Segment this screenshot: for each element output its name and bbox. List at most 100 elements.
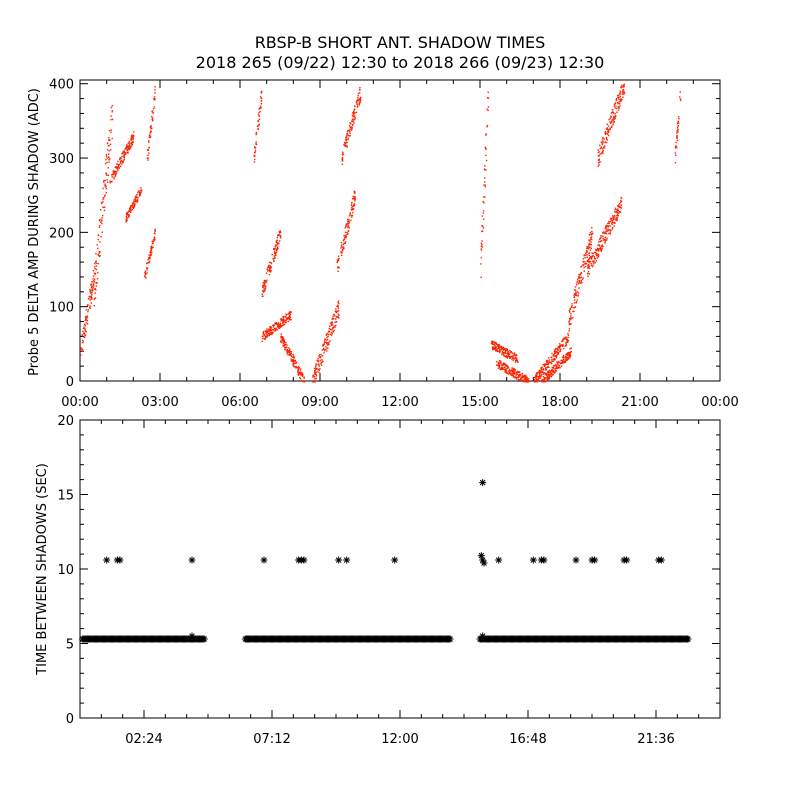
amp-point	[541, 372, 543, 374]
amp-point	[152, 112, 154, 114]
amp-point	[153, 106, 156, 108]
amp-point	[557, 351, 559, 354]
amp-point	[511, 367, 513, 369]
amp-point	[607, 125, 610, 127]
amp-point	[255, 131, 257, 134]
amp-point	[282, 337, 285, 339]
amp-point	[266, 335, 269, 338]
amp-point	[147, 154, 149, 156]
amp-point	[292, 354, 294, 356]
amp-point	[285, 350, 288, 352]
amp-point	[332, 324, 334, 326]
amp-point	[281, 339, 283, 342]
amp-point	[676, 136, 678, 138]
amp-point	[541, 371, 544, 373]
amp-point	[333, 317, 335, 320]
amp-point	[301, 375, 304, 377]
amp-point	[611, 228, 613, 230]
amp-point	[623, 84, 625, 87]
amp-point	[566, 353, 568, 355]
amp-point	[621, 86, 623, 88]
amp-point	[151, 118, 153, 120]
amp-point	[542, 381, 544, 383]
amp-point	[85, 318, 87, 321]
amp-point	[346, 145, 348, 147]
amp-point	[554, 368, 556, 370]
amp-point	[286, 351, 289, 353]
amp-point	[572, 317, 574, 319]
amp-point	[525, 378, 527, 381]
amp-point	[587, 265, 589, 267]
amp-point	[314, 373, 316, 375]
amp-point	[573, 296, 576, 298]
amp-point	[605, 230, 607, 232]
amp-point	[144, 272, 147, 275]
amp-point	[352, 118, 354, 120]
amp-point	[97, 247, 99, 250]
amp-point	[505, 348, 507, 350]
amp-point	[582, 264, 585, 266]
amp-point	[337, 300, 340, 302]
amp-point	[578, 275, 580, 277]
amp-point	[146, 157, 149, 159]
amp-point	[284, 321, 286, 324]
amp-point	[326, 350, 328, 352]
amp-point	[549, 370, 551, 373]
amp-point	[91, 291, 93, 294]
amp-point	[349, 212, 351, 214]
amp-point	[259, 111, 261, 113]
amp-point	[292, 362, 294, 365]
amp-point	[509, 357, 511, 359]
amp-point	[555, 350, 558, 353]
amp-point	[353, 191, 356, 193]
amp-point	[535, 374, 537, 376]
amp-point	[113, 178, 115, 180]
amp-point	[525, 381, 528, 383]
amp-point	[355, 101, 358, 103]
amp-point	[523, 380, 525, 382]
amp-point	[276, 248, 279, 251]
amp-point	[613, 219, 615, 221]
amp-point	[104, 184, 106, 187]
amp-point	[261, 340, 263, 342]
amp-point	[269, 328, 272, 330]
amp-point	[285, 316, 287, 319]
amp-point	[293, 364, 295, 366]
amp-point	[356, 100, 358, 102]
amp-point	[534, 381, 536, 383]
amp-point	[598, 241, 600, 243]
amp-point	[554, 352, 556, 354]
amp-point	[588, 242, 591, 244]
amp-point	[275, 250, 278, 252]
amp-point	[87, 309, 89, 311]
amp-point	[102, 215, 104, 217]
amp-point	[604, 236, 607, 238]
amp-point	[598, 248, 600, 250]
amp-point	[281, 319, 283, 322]
amp-point	[571, 305, 573, 307]
amp-point	[322, 348, 324, 351]
amp-point	[610, 222, 613, 224]
interval-x-tick-label: 12:00	[381, 732, 418, 747]
amp-point	[289, 354, 291, 356]
amp-point	[125, 221, 127, 223]
amp-point	[262, 331, 265, 333]
amp-point	[576, 284, 578, 286]
amp-point	[315, 377, 317, 380]
amp-point	[587, 246, 589, 248]
amp-point	[342, 249, 344, 252]
interval-y-tick-label: 5	[66, 638, 74, 653]
amp-point	[154, 92, 156, 94]
amp-point	[613, 116, 615, 118]
amp-point	[546, 376, 549, 378]
amp-point	[621, 84, 623, 86]
amp-point	[341, 154, 344, 156]
amp-point	[347, 130, 349, 132]
amp-point	[487, 106, 490, 108]
amp-point	[326, 343, 328, 345]
amp-point	[560, 344, 562, 346]
amp-point	[124, 152, 126, 154]
amp-point	[506, 353, 509, 355]
amp-point	[545, 377, 547, 379]
